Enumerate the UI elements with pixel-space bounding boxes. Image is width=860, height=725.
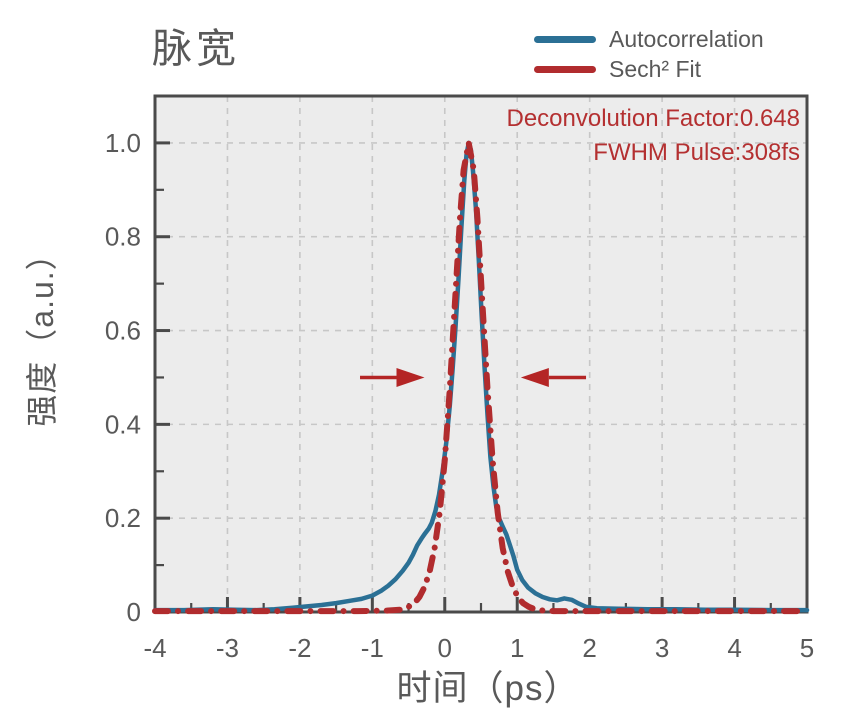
x-axis-label: 时间（ps） [396,669,580,708]
legend: Autocorrelation Sech² Fit [534,24,764,84]
right-arrow-head [520,367,549,387]
y-tick-label: 1.0 [105,128,141,158]
legend-item-sech2-fit: Sech² Fit [534,54,764,84]
y-tick-label: 0.6 [105,316,141,346]
plot-border [153,94,809,614]
autocorrelation-line-swatch [534,35,596,43]
legend-label-autocorrelation: Autocorrelation [609,25,764,52]
plot-area [155,96,807,612]
x-tick-label: -1 [361,633,384,663]
fwhm-pulse-text: FWHM Pulse:308fs [593,139,800,166]
y-tick-label: 0.2 [105,503,141,533]
x-tick-label: 5 [800,633,814,663]
annotation-block: Deconvolution Factor:0.648 FWHM Pulse:30… [506,102,800,170]
legend-item-autocorrelation: Autocorrelation [534,24,764,54]
left-arrow-head [396,367,425,387]
x-tick-label: 0 [438,633,452,663]
y-tick-label: 0.4 [105,409,141,439]
chart-title: 脉宽 [152,27,240,71]
sech2-fit-curve [152,139,810,615]
x-tick-label: -4 [143,633,166,663]
y-axis-label: 强度（a.u.） [24,237,60,427]
sech2-fit-line-swatch [534,65,596,73]
y-tick-label: 0 [127,597,141,627]
y-tick-label: 0.8 [105,222,141,252]
x-tick-label: 1 [510,633,524,663]
x-tick-label: -2 [288,633,311,663]
x-tick-label: 2 [582,633,596,663]
deconvolution-factor-text: Deconvolution Factor:0.648 [506,105,800,132]
x-tick-label: -3 [216,633,239,663]
x-tick-label: 3 [655,633,669,663]
x-tick-label: 4 [727,633,741,663]
legend-label-sech2-fit: Sech² Fit [609,55,702,82]
